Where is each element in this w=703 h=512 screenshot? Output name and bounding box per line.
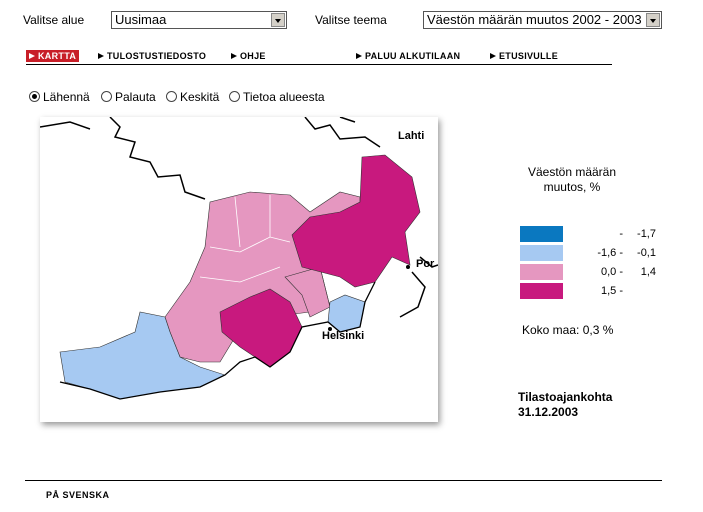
radio-option[interactable]: Tietoa alueesta [229, 90, 325, 104]
city-label: Helsinki [322, 330, 364, 342]
radio-label: Palauta [115, 90, 156, 104]
legend-swatch [520, 283, 563, 299]
legend-swatch [520, 226, 563, 242]
nav-text: PALUU ALKUTILAAN [365, 51, 461, 61]
legend-title: Väestön määrän muutos, % [527, 165, 617, 194]
theme-label: Valitse teema [315, 13, 387, 27]
divider [26, 64, 612, 65]
area-select[interactable]: Uusimaa [111, 11, 287, 29]
radio-option[interactable]: Palauta [101, 90, 156, 104]
legend-swatch [520, 245, 563, 261]
legend-from: 1,5 - [600, 285, 623, 297]
coastline [40, 117, 438, 318]
city-dot [406, 265, 410, 269]
radio-option[interactable]: Lähennä [29, 90, 90, 104]
theme-select[interactable]: Väestön määrän muutos 2002 - 2003 [423, 11, 662, 29]
nav-link[interactable]: TULOSTUSTIEDOSTO [98, 51, 206, 61]
language-link[interactable]: PÅ SVENSKA [46, 490, 110, 500]
legend-from: - [619, 228, 623, 240]
nav-text: ETUSIVULLE [499, 51, 559, 61]
radio-label: Lähennä [43, 90, 90, 104]
legend-to: -1,7 [637, 228, 656, 240]
city-label: Lahti [398, 130, 424, 142]
radio-option[interactable]: Keskitä [166, 90, 219, 104]
shoreline [59, 281, 376, 400]
region[interactable] [291, 154, 421, 288]
area-value: Uusimaa [115, 12, 167, 27]
divider [25, 480, 662, 481]
city-label: Por [416, 258, 435, 270]
legend-from: -1,6 - [597, 247, 623, 259]
nav-text: TULOSTUSTIEDOSTO [107, 51, 207, 61]
legend-to: 1,4 [640, 266, 656, 278]
area-label: Valitse alue [23, 13, 85, 27]
nav-text: KARTTA [38, 51, 77, 61]
theme-value: Väestön määrän muutos 2002 - 2003 [427, 12, 642, 27]
date-value: 31.12.2003 [518, 405, 579, 419]
dropdown-arrow[interactable] [271, 13, 285, 27]
nav-text: OHJE [240, 51, 266, 61]
nav-link[interactable]: ETUSIVULLE [490, 51, 558, 61]
dropdown-arrow[interactable] [646, 13, 660, 27]
radio-label: Keskitä [180, 90, 220, 104]
legend-from: 0,0 - [600, 266, 623, 278]
map[interactable]: Lahti Por Helsinki [40, 117, 438, 422]
radio-label: Tietoa alueesta [243, 90, 325, 104]
total: Koko maa: 0,3 % [522, 323, 614, 337]
legend-swatch [520, 264, 563, 280]
nav-link[interactable]: PALUU ALKUTILAAN [356, 51, 460, 61]
nav-link[interactable]: OHJE [231, 51, 266, 61]
date-label: Tilastoajankohta [518, 390, 613, 404]
legend-to: -0,1 [637, 247, 656, 259]
borders [199, 195, 291, 283]
nav-link[interactable]: KARTTA [26, 50, 80, 62]
map-frame[interactable]: Lahti Por Helsinki [40, 117, 438, 422]
city-dot [328, 327, 332, 331]
